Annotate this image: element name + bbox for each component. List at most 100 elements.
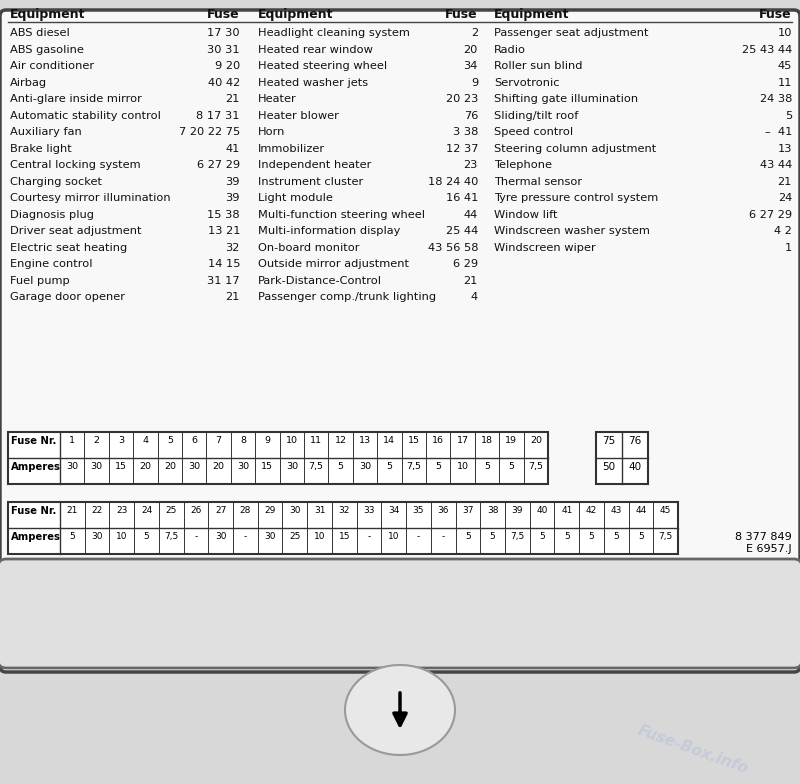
- Text: 17 30: 17 30: [207, 28, 240, 38]
- Text: 5: 5: [509, 462, 514, 471]
- Text: 8: 8: [240, 436, 246, 445]
- Text: Park-Distance-Control: Park-Distance-Control: [258, 275, 382, 285]
- Text: 24: 24: [141, 506, 152, 515]
- Text: 20: 20: [213, 462, 225, 471]
- Text: 7,5: 7,5: [658, 532, 673, 541]
- Text: 40: 40: [629, 462, 642, 472]
- Text: 32: 32: [338, 506, 350, 515]
- Text: 15 38: 15 38: [207, 209, 240, 220]
- Text: 50: 50: [602, 462, 615, 472]
- Text: 21: 21: [66, 506, 78, 515]
- Text: Automatic stability control: Automatic stability control: [10, 111, 161, 121]
- Text: 30: 30: [286, 462, 298, 471]
- Text: 39: 39: [226, 193, 240, 203]
- Text: 24 38: 24 38: [760, 94, 792, 104]
- Text: 7 20 22 75: 7 20 22 75: [178, 127, 240, 137]
- Text: 10: 10: [457, 462, 469, 471]
- Text: 7: 7: [216, 436, 222, 445]
- Text: -: -: [417, 532, 420, 541]
- Text: 76: 76: [464, 111, 478, 121]
- Text: 45: 45: [660, 506, 671, 515]
- Text: 20: 20: [464, 45, 478, 55]
- Text: 36: 36: [438, 506, 449, 515]
- Text: 10: 10: [116, 532, 127, 541]
- Text: Anti-glare inside mirror: Anti-glare inside mirror: [10, 94, 142, 104]
- Text: 32: 32: [226, 242, 240, 252]
- Text: 17: 17: [457, 436, 469, 445]
- Text: Outside mirror adjustment: Outside mirror adjustment: [258, 259, 409, 269]
- Text: Fuse Nr.: Fuse Nr.: [11, 506, 56, 516]
- Text: 10: 10: [314, 532, 326, 541]
- Text: 30: 30: [359, 462, 371, 471]
- Text: Garage door opener: Garage door opener: [10, 292, 125, 302]
- Ellipse shape: [345, 665, 455, 755]
- Text: 44: 44: [464, 209, 478, 220]
- Text: 39: 39: [226, 176, 240, 187]
- Text: 35: 35: [413, 506, 424, 515]
- Text: 43 44: 43 44: [760, 160, 792, 170]
- Text: Central locking system: Central locking system: [10, 160, 141, 170]
- Text: 20: 20: [164, 462, 176, 471]
- Text: Heated rear window: Heated rear window: [258, 45, 373, 55]
- Text: 44: 44: [635, 506, 646, 515]
- Text: 27: 27: [215, 506, 226, 515]
- Text: 4 2: 4 2: [774, 226, 792, 236]
- Text: 41: 41: [226, 143, 240, 154]
- Text: Heated washer jets: Heated washer jets: [258, 78, 368, 88]
- Text: Diagnosis plug: Diagnosis plug: [10, 209, 94, 220]
- Text: Airbag: Airbag: [10, 78, 47, 88]
- Text: Servotronic: Servotronic: [494, 78, 559, 88]
- Text: 30: 30: [215, 532, 226, 541]
- Text: 5: 5: [338, 462, 344, 471]
- Text: Light module: Light module: [258, 193, 333, 203]
- Text: 13 21: 13 21: [207, 226, 240, 236]
- Text: 15: 15: [408, 436, 420, 445]
- Text: 5: 5: [638, 532, 644, 541]
- Text: Horn: Horn: [258, 127, 286, 137]
- Text: Shifting gate illumination: Shifting gate illumination: [494, 94, 638, 104]
- Text: Equipment: Equipment: [258, 8, 334, 21]
- Text: 5: 5: [490, 532, 495, 541]
- Text: Equipment: Equipment: [10, 8, 86, 21]
- Text: 7,5: 7,5: [309, 462, 324, 471]
- Bar: [8, 502, 678, 554]
- Text: 38: 38: [487, 506, 498, 515]
- Text: 20: 20: [530, 436, 542, 445]
- Text: 2: 2: [94, 436, 99, 445]
- Text: 29: 29: [265, 506, 276, 515]
- Text: 6 27 29: 6 27 29: [197, 160, 240, 170]
- Text: ABS diesel: ABS diesel: [10, 28, 70, 38]
- Text: Speed control: Speed control: [494, 127, 573, 137]
- Text: 5: 5: [435, 462, 442, 471]
- Text: 15: 15: [262, 462, 274, 471]
- Text: 16 41: 16 41: [446, 193, 478, 203]
- Text: 28: 28: [240, 506, 251, 515]
- Text: Telephone: Telephone: [494, 160, 552, 170]
- Text: Tyre pressure control system: Tyre pressure control system: [494, 193, 658, 203]
- Text: 31: 31: [314, 506, 326, 515]
- Text: 43 56 58: 43 56 58: [427, 242, 478, 252]
- Text: 5: 5: [614, 532, 619, 541]
- Text: 21: 21: [778, 176, 792, 187]
- FancyBboxPatch shape: [0, 559, 800, 668]
- Text: 9: 9: [264, 436, 270, 445]
- Text: 9: 9: [470, 78, 478, 88]
- Text: 15: 15: [338, 532, 350, 541]
- Text: 18: 18: [481, 436, 493, 445]
- Text: 18 24 40: 18 24 40: [428, 176, 478, 187]
- Text: Roller sun blind: Roller sun blind: [494, 61, 582, 71]
- Text: 19: 19: [506, 436, 518, 445]
- Text: Courtesy mirror illumination: Courtesy mirror illumination: [10, 193, 170, 203]
- Text: 13: 13: [778, 143, 792, 154]
- Text: Fuel pump: Fuel pump: [10, 275, 70, 285]
- Text: 6: 6: [191, 436, 197, 445]
- Text: 9 20: 9 20: [214, 61, 240, 71]
- Text: 7,5: 7,5: [406, 462, 422, 471]
- Text: Windscreen wiper: Windscreen wiper: [494, 242, 596, 252]
- Text: 5: 5: [484, 462, 490, 471]
- Text: 5: 5: [589, 532, 594, 541]
- Text: 25: 25: [166, 506, 177, 515]
- Text: Equipment: Equipment: [494, 8, 570, 21]
- Text: Radio: Radio: [494, 45, 526, 55]
- Text: 8 377 849
E 6957.J: 8 377 849 E 6957.J: [735, 532, 792, 554]
